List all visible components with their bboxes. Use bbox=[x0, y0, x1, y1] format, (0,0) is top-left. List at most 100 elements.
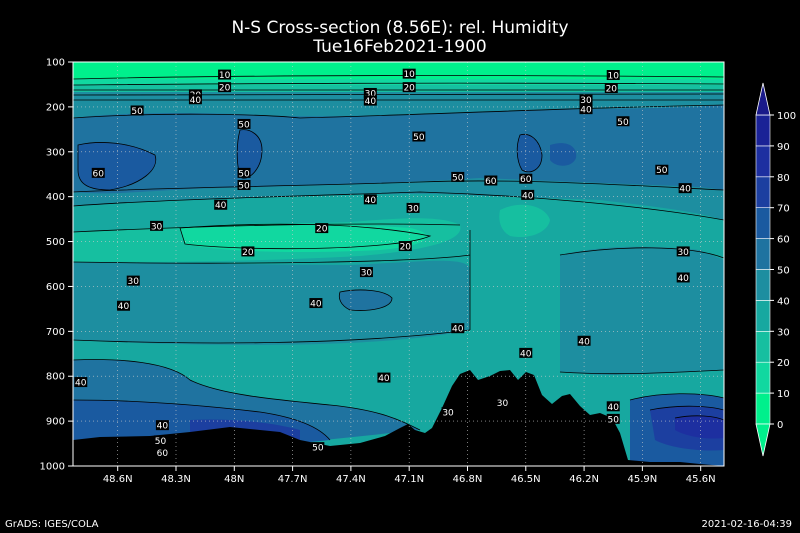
colorbar-arrow-top bbox=[755, 82, 771, 116]
contour-label-bg bbox=[188, 94, 202, 105]
footer-timestamp: 2021-02-16-04:39 bbox=[701, 519, 792, 530]
contour-label-bg bbox=[604, 83, 618, 94]
x-tick-label: 45.6N bbox=[686, 474, 716, 485]
colorbar-segment bbox=[755, 207, 771, 239]
contour-label-bg bbox=[606, 70, 620, 81]
region-50-upper bbox=[73, 105, 724, 194]
contour-label: 30 bbox=[365, 89, 377, 99]
contour-label-bg bbox=[150, 220, 164, 231]
y-tick-label: 600 bbox=[46, 282, 65, 293]
x-tick-label: 45.9N bbox=[628, 474, 658, 485]
contour-label: 40 bbox=[608, 403, 620, 413]
contour-label-bg bbox=[676, 246, 690, 257]
band-20-30 bbox=[73, 85, 724, 92]
contour-line bbox=[559, 369, 724, 375]
y-tick-label: 500 bbox=[46, 237, 65, 248]
footer-credit: GrADS: IGES/COLA bbox=[5, 519, 99, 530]
contour-line bbox=[77, 142, 157, 191]
colorbar-label: 80 bbox=[777, 173, 790, 184]
contour-label: 40 bbox=[520, 349, 532, 359]
colorbar-label: 90 bbox=[777, 142, 790, 153]
colorbar-segment bbox=[755, 238, 771, 270]
contour-line bbox=[73, 254, 471, 264]
contour-label-bg bbox=[402, 68, 416, 79]
contour-label: 40 bbox=[677, 274, 689, 284]
contour-label-bg bbox=[579, 94, 593, 105]
contour-line bbox=[559, 247, 724, 259]
contour-label: 20 bbox=[606, 85, 618, 95]
contour-label-bg bbox=[519, 173, 533, 184]
humidity-field bbox=[73, 62, 724, 466]
contour-label: 50 bbox=[238, 169, 250, 179]
contour-label-bg bbox=[74, 377, 88, 388]
contour-label: 30 bbox=[151, 222, 163, 232]
contour-label-bg bbox=[359, 267, 373, 278]
contour-label: 30 bbox=[497, 399, 509, 409]
x-tick-label: 46.2N bbox=[569, 474, 599, 485]
contour-label: 40 bbox=[452, 325, 464, 335]
contour-label: 40 bbox=[215, 201, 227, 211]
contour-label: 40 bbox=[190, 96, 202, 106]
contour-label: 50 bbox=[413, 133, 425, 143]
contour-label: 30 bbox=[580, 96, 592, 106]
colorbar-label: 30 bbox=[777, 327, 790, 338]
patch-20-east bbox=[499, 204, 550, 238]
contour-label: 50 bbox=[452, 173, 464, 183]
contour-line bbox=[73, 75, 724, 80]
plot-frame bbox=[72, 61, 725, 467]
contour-label-bg bbox=[91, 167, 105, 178]
contour-label: 60 bbox=[485, 177, 497, 187]
contour-label-bg bbox=[676, 272, 690, 283]
contour-label: 30 bbox=[361, 269, 373, 279]
contour-line bbox=[73, 104, 724, 119]
contour-label: 40 bbox=[157, 422, 169, 432]
contour-label-bg bbox=[451, 171, 465, 182]
contour-label-bg bbox=[237, 179, 251, 190]
chart-subtitle: Tue16Feb2021-1900 bbox=[313, 37, 487, 57]
contour-label-bg bbox=[237, 167, 251, 178]
x-tick-label: 48.6N bbox=[103, 474, 133, 485]
patch-60-west bbox=[78, 142, 156, 190]
contour-label: 20 bbox=[316, 225, 328, 235]
contour-label: 40 bbox=[118, 302, 130, 312]
colorbar-label: 100 bbox=[777, 111, 796, 122]
contour-line bbox=[73, 191, 724, 221]
y-tick-label: 800 bbox=[46, 372, 65, 383]
contour-line bbox=[516, 133, 543, 173]
region-40-east bbox=[560, 246, 724, 375]
contour-line bbox=[674, 415, 724, 421]
region-80-southeast bbox=[675, 415, 724, 439]
y-tick-label: 200 bbox=[46, 102, 65, 113]
contour-label: 40 bbox=[522, 191, 534, 201]
contour-label: 40 bbox=[75, 379, 87, 389]
x-tick-label: 47.4N bbox=[336, 474, 366, 485]
contour-label: 10 bbox=[608, 72, 620, 82]
contour-label: 50 bbox=[155, 437, 167, 447]
contour-label-bg bbox=[363, 95, 377, 106]
patch-60-east2 bbox=[550, 143, 577, 166]
contour-label-bg bbox=[309, 298, 323, 309]
colorbar-label: 10 bbox=[777, 389, 790, 400]
axes: 48.6N 48.3N 48N 47.7N 47.4N 47.1N 46.8N 46.5N 46… bbox=[40, 58, 716, 486]
contour-label: 40 bbox=[578, 337, 590, 347]
contour-label: 50 bbox=[656, 166, 668, 176]
patch-60-east1 bbox=[517, 134, 542, 172]
contour-label-bg bbox=[237, 118, 251, 129]
region-10-mid bbox=[180, 223, 427, 252]
colorbar-segment bbox=[755, 330, 771, 363]
contour-label: 30 bbox=[442, 409, 454, 419]
contour-label-bg bbox=[678, 183, 692, 194]
colorbar-segment bbox=[755, 176, 771, 209]
contour-label: 50 bbox=[238, 181, 250, 191]
contour-label-bg bbox=[377, 372, 391, 383]
colorbar-segment bbox=[755, 145, 771, 178]
contour-label-bg bbox=[363, 194, 377, 205]
contour-label: 40 bbox=[310, 300, 322, 310]
contour-label-bg bbox=[155, 420, 169, 431]
contour-line bbox=[338, 289, 393, 311]
contour-label: 60 bbox=[157, 449, 169, 459]
contour-label-bg bbox=[218, 69, 232, 80]
contour-label: 20 bbox=[242, 248, 254, 258]
contour-line bbox=[629, 393, 724, 401]
contour-label-bg bbox=[130, 105, 144, 116]
